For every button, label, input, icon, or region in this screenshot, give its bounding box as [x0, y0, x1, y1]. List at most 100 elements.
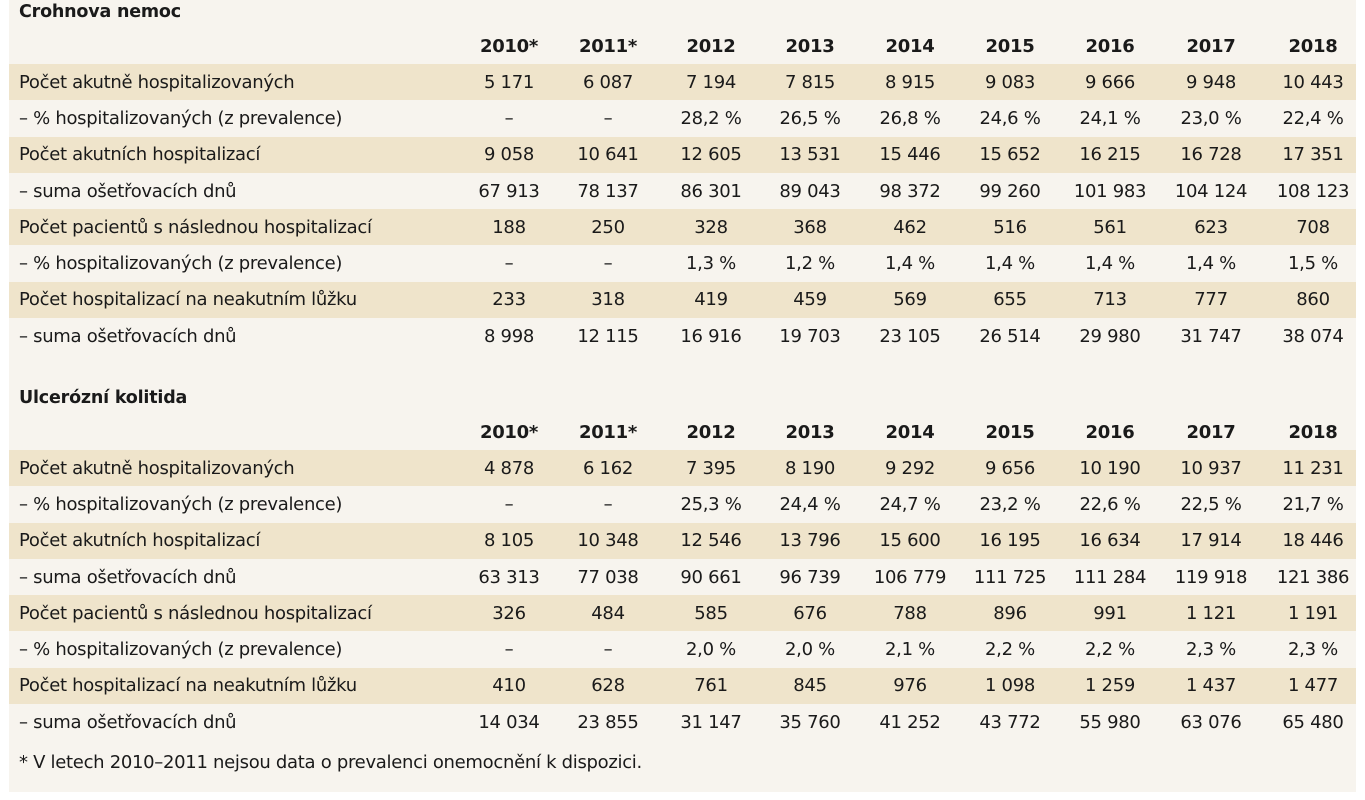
value-cell: 991 — [1093, 602, 1127, 624]
value-cell: 23 105 — [879, 325, 941, 347]
value-cell: 35 760 — [779, 711, 841, 733]
year-header-cell: 2012 — [686, 421, 736, 443]
value-cell: 38 074 — [1282, 325, 1344, 347]
value-cell: – — [603, 493, 613, 515]
value-cell: 1 259 — [1084, 675, 1136, 697]
value-cell: 569 — [893, 289, 927, 311]
year-header-cell: 2013 — [785, 35, 835, 57]
value-cell: 16 215 — [1079, 144, 1141, 166]
year-header-row: 2010* 2011* 2012 2013 2014 2015 2016 2017 2018 — [9, 414, 1356, 450]
value-cell: 9 656 — [984, 457, 1036, 479]
section-title: Crohnova nemoc — [19, 2, 181, 22]
value-cell: 12 546 — [680, 530, 742, 552]
value-cell: 22,6 % — [1079, 493, 1141, 515]
value-cell: 1,4 % — [1186, 253, 1236, 275]
value-cell: 2,2 % — [985, 639, 1035, 661]
year-header-cell: 2011* — [578, 421, 637, 443]
value-cell: 19 703 — [779, 325, 841, 347]
table-row: – % hospitalizovaných (z prevalence) – – 2,… — [9, 632, 1356, 668]
value-cell: 1 191 — [1287, 602, 1339, 624]
value-cell: 12 115 — [577, 325, 639, 347]
table-row: – % hospitalizovaných (z prevalence) – – 28… — [9, 100, 1356, 136]
table-row: – % hospitalizovaných (z prevalence) – – 25… — [9, 486, 1356, 522]
row-label: – % hospitalizovaných (z prevalence) — [19, 253, 343, 275]
value-cell: – — [603, 639, 613, 661]
row-label: Počet akutních hospitalizací — [19, 530, 261, 552]
value-cell: 15 446 — [879, 144, 941, 166]
value-cell: 13 796 — [779, 530, 841, 552]
value-cell: 777 — [1194, 289, 1228, 311]
value-cell: 16 728 — [1180, 144, 1242, 166]
table-row: Počet akutních hospitalizací 8 105 10 348 1… — [9, 522, 1356, 559]
value-cell: – — [504, 107, 514, 129]
year-header-cell: 2014 — [885, 35, 935, 57]
value-cell: 1,4 % — [1085, 253, 1135, 275]
value-cell: 111 725 — [973, 566, 1047, 588]
value-cell: – — [504, 639, 514, 661]
row-label: – suma ošetřovacích dnů — [19, 180, 237, 202]
value-cell: 655 — [993, 289, 1027, 311]
value-cell: 119 918 — [1174, 566, 1248, 588]
value-cell: 13 531 — [779, 144, 841, 166]
table-row: Počet akutně hospitalizovaných 5 171 6 087… — [9, 64, 1356, 101]
year-header-cell: 2015 — [985, 35, 1035, 57]
value-cell: 10 190 — [1079, 457, 1141, 479]
value-cell: 676 — [793, 602, 827, 624]
year-header-cell: 2018 — [1288, 421, 1338, 443]
value-cell: 9 083 — [984, 71, 1036, 93]
value-cell: 1,2 % — [785, 253, 835, 275]
value-cell: 25,3 % — [680, 493, 742, 515]
value-cell: 10 443 — [1282, 71, 1344, 93]
value-cell: 24,1 % — [1079, 107, 1141, 129]
value-cell: 9 292 — [884, 457, 936, 479]
value-cell: 78 137 — [577, 180, 639, 202]
value-cell: 26,5 % — [779, 107, 841, 129]
row-label: Počet hospitalizací na neakutním lůžku — [19, 675, 357, 697]
table-row: Počet akutních hospitalizací 9 058 10 641 1… — [9, 136, 1356, 173]
year-header-cell: 2017 — [1186, 35, 1236, 57]
value-cell: 788 — [893, 602, 927, 624]
value-cell: 98 372 — [879, 180, 941, 202]
value-cell: 29 980 — [1079, 325, 1141, 347]
value-cell: 6 087 — [582, 71, 634, 93]
value-cell: 89 043 — [779, 180, 841, 202]
row-label: – suma ošetřovacích dnů — [19, 566, 237, 588]
value-cell: 41 252 — [879, 711, 941, 733]
value-cell: 761 — [694, 675, 728, 697]
value-cell: 121 386 — [1276, 566, 1350, 588]
value-cell: 8 998 — [483, 325, 535, 347]
value-cell: 2,1 % — [885, 639, 935, 661]
value-cell: 26,8 % — [879, 107, 941, 129]
year-header-cell: 2018 — [1288, 35, 1338, 57]
value-cell: 11 231 — [1282, 457, 1344, 479]
value-cell: 419 — [694, 289, 728, 311]
value-cell: 860 — [1296, 289, 1330, 311]
value-cell: 250 — [591, 216, 625, 238]
value-cell: 22,5 % — [1180, 493, 1242, 515]
value-cell: 15 600 — [879, 530, 941, 552]
row-label: Počet akutně hospitalizovaných — [19, 457, 295, 479]
value-cell: 1,3 % — [686, 253, 736, 275]
value-cell: 7 815 — [784, 71, 836, 93]
value-cell: 9 948 — [1185, 71, 1237, 93]
value-cell: 713 — [1093, 289, 1127, 311]
value-cell: 23,0 % — [1180, 107, 1242, 129]
value-cell: 24,7 % — [879, 493, 941, 515]
value-cell: 5 171 — [483, 71, 535, 93]
value-cell: 86 301 — [680, 180, 742, 202]
value-cell: 1,5 % — [1288, 253, 1338, 275]
section-title: Ulcerózní kolitida — [19, 388, 188, 408]
row-label: Počet akutních hospitalizací — [19, 144, 261, 166]
value-cell: 65 480 — [1282, 711, 1344, 733]
value-cell: 16 195 — [979, 530, 1041, 552]
year-header-cell: 2013 — [785, 421, 835, 443]
value-cell: 516 — [993, 216, 1027, 238]
value-cell: 14 034 — [478, 711, 540, 733]
value-cell: 106 779 — [873, 566, 947, 588]
value-cell: 845 — [793, 675, 827, 697]
value-cell: 23,2 % — [979, 493, 1041, 515]
table-row: Počet pacientů s následnou hospitalizací… — [9, 209, 1356, 246]
value-cell: 1 121 — [1185, 602, 1237, 624]
value-cell: 2,3 % — [1288, 639, 1338, 661]
value-cell: 26 514 — [979, 325, 1041, 347]
